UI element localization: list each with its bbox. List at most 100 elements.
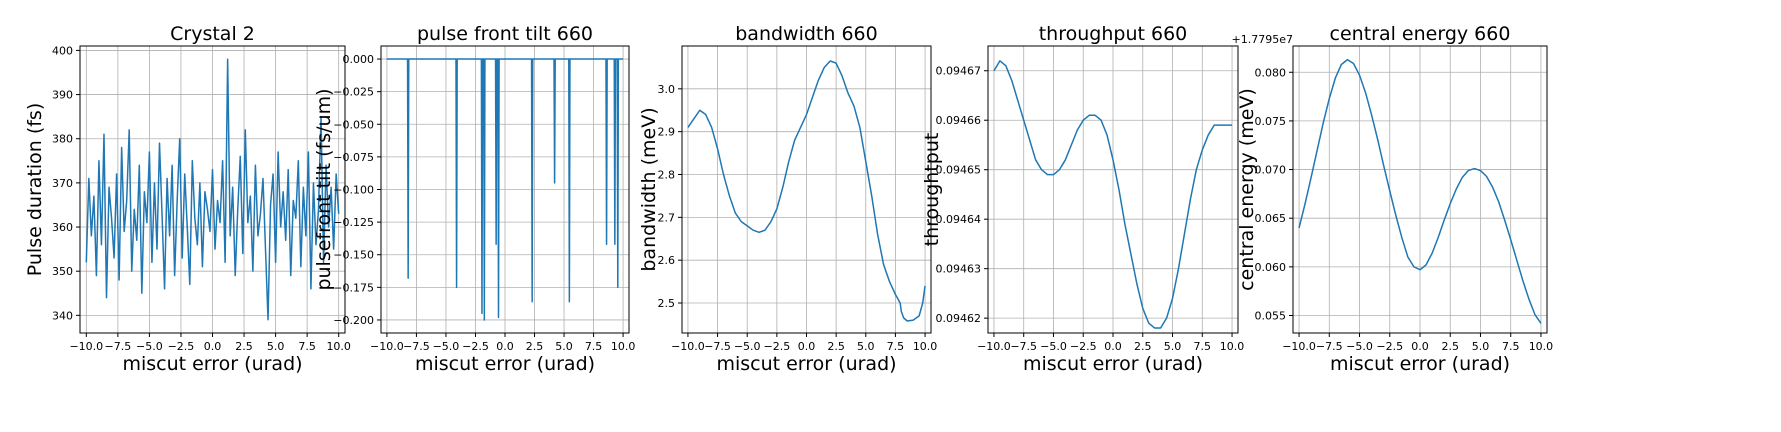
subplot-4: −10.0 −7.5 −5.0 −2.5 0.0 2.5 5.0 7.5 10.0 0.09462… [921, 23, 1244, 375]
x-tick-label: 10.0 [913, 340, 938, 353]
x-tick-label: −2.5 [1070, 340, 1097, 353]
x-tick-label: 5.0 [555, 340, 573, 353]
x-tick-label: 5.0 [267, 340, 285, 353]
y-tick-label: 0.09462 [936, 312, 982, 325]
x-tick-label: 10.0 [611, 340, 636, 353]
subplot-1: −10.0 −7.5 −5.0 −2.5 0.0 2.5 5.0 7.5 10.0 340 350 3… [24, 23, 351, 375]
y-tick-label: 340 [52, 309, 73, 322]
y-tick-label: 2.9 [658, 126, 676, 139]
x-tick-label: 7.5 [887, 340, 905, 353]
chart-title: pulse front tilt 660 [417, 23, 593, 45]
subplot-3: −10.0 −7.5 −5.0 −2.5 0.0 2.5 5.0 7.5 10.0 2.5 2.6 2… [638, 23, 937, 375]
axes-frame [79, 45, 346, 334]
y-tick-label: 0.055 [1255, 309, 1287, 322]
y-axis-label: central energy (meV) [1236, 88, 1258, 291]
y-tick-label: −0.050 [333, 118, 374, 131]
y-tick-label: 2.5 [658, 297, 676, 310]
x-tick-label: −7.5 [403, 340, 430, 353]
y-tick-label: 360 [52, 221, 73, 234]
y-tick-label: 2.6 [658, 254, 676, 267]
x-tick-label: 0.0 [1411, 340, 1429, 353]
x-tick-label: −7.5 [104, 340, 131, 353]
subplot-5: −10.0 −7.5 −5.0 −2.5 0.0 2.5 5.0 7.5 10.0 0.055 0.… [1232, 23, 1554, 375]
x-tick-label: −5.0 [734, 340, 761, 353]
chart-title: throughput 660 [1039, 23, 1188, 45]
x-tick-label: −2.5 [462, 340, 489, 353]
y-tick-label: 370 [52, 177, 73, 190]
y-axis-label: Pulse duration (fs) [24, 103, 46, 276]
series-line [993, 60, 1233, 329]
x-tick-label: 2.5 [235, 340, 253, 353]
x-tick-label: −7.5 [704, 340, 731, 353]
x-tick-label: −2.5 [1376, 340, 1403, 353]
y-tick-label: −0.175 [333, 281, 374, 294]
y-tick-label: −0.025 [333, 86, 374, 99]
x-tick-label: 5.0 [1164, 340, 1182, 353]
y-axis-label: throughtput [921, 133, 943, 247]
x-tick-label: −10.0 [69, 340, 103, 353]
y-tick-label: 0.000 [343, 53, 375, 66]
x-tick-label: −5.0 [136, 340, 163, 353]
x-axis-label: miscut error (urad) [1330, 353, 1510, 375]
y-tick-label: 0.075 [1255, 115, 1287, 128]
y-tick-label: 350 [52, 265, 73, 278]
chart-title: central energy 660 [1330, 23, 1511, 45]
x-tick-label: −5.0 [433, 340, 460, 353]
x-tick-label: 2.5 [526, 340, 544, 353]
y-tick-label: 0.09466 [936, 114, 982, 127]
y-tick-label: 0.080 [1255, 66, 1287, 79]
axes-frame [681, 45, 932, 334]
x-tick-label: −5.0 [1040, 340, 1067, 353]
axes-frame [380, 45, 630, 334]
x-tick-label: −10.0 [671, 340, 705, 353]
y-tick-label: 0.09463 [936, 263, 982, 276]
axes-frame [1292, 45, 1548, 334]
y-tick-label: −0.150 [333, 249, 374, 262]
series-line [85, 58, 340, 321]
x-tick-label: 0.0 [798, 340, 816, 353]
x-tick-label: −2.5 [763, 340, 790, 353]
y-tick-label: 390 [52, 89, 73, 102]
x-axis-label: miscut error (urad) [716, 353, 896, 375]
y-tick-label: −0.125 [333, 216, 374, 229]
x-tick-label: −7.5 [1010, 340, 1037, 353]
x-tick-label: 5.0 [857, 340, 875, 353]
y-tick-label: 0.09465 [936, 164, 982, 177]
y-tick-label: 0.065 [1255, 212, 1287, 225]
y-axis-label: pulsefront tilt (fs/um) [313, 88, 335, 290]
x-tick-label: 2.5 [1134, 340, 1152, 353]
series-line [687, 60, 926, 322]
y-tick-label: 0.060 [1255, 261, 1287, 274]
x-tick-label: 10.0 [326, 340, 351, 353]
x-axis-label: miscut error (urad) [122, 353, 302, 375]
x-axis-label: miscut error (urad) [1023, 353, 1203, 375]
y-tick-label: 3.0 [658, 83, 676, 96]
y-offset-label: +1.7795e7 [1232, 33, 1293, 46]
x-tick-label: 0.0 [1104, 340, 1122, 353]
series-line [386, 58, 624, 321]
y-tick-label: 2.7 [658, 211, 676, 224]
chart-title: bandwidth 660 [735, 23, 877, 45]
x-tick-label: −5.0 [1346, 340, 1373, 353]
y-tick-label: 0.09467 [936, 65, 982, 78]
y-tick-label: −0.200 [333, 314, 374, 327]
x-tick-label: −7.5 [1316, 340, 1343, 353]
x-tick-label: 2.5 [827, 340, 845, 353]
x-axis-label: miscut error (urad) [415, 353, 595, 375]
y-tick-label: 400 [52, 44, 73, 57]
y-tick-label: 0.09464 [936, 213, 982, 226]
x-tick-label: 10.0 [1220, 340, 1245, 353]
x-tick-label: 7.5 [1502, 340, 1520, 353]
x-tick-label: 7.5 [585, 340, 603, 353]
y-tick-label: 2.8 [658, 169, 676, 182]
y-tick-label: 0.070 [1255, 164, 1287, 177]
x-tick-label: −10.0 [977, 340, 1011, 353]
x-tick-label: 0.0 [496, 340, 514, 353]
subplot-2: −10.0 −7.5 −5.0 −2.5 0.0 2.5 5.0 7.5 10.0 0.000 −0… [313, 23, 635, 375]
chart-title: Crystal 2 [170, 23, 255, 45]
axes-frame [987, 45, 1239, 334]
x-tick-label: −2.5 [168, 340, 195, 353]
y-tick-label: −0.100 [333, 184, 374, 197]
x-tick-label: −10.0 [1282, 340, 1316, 353]
